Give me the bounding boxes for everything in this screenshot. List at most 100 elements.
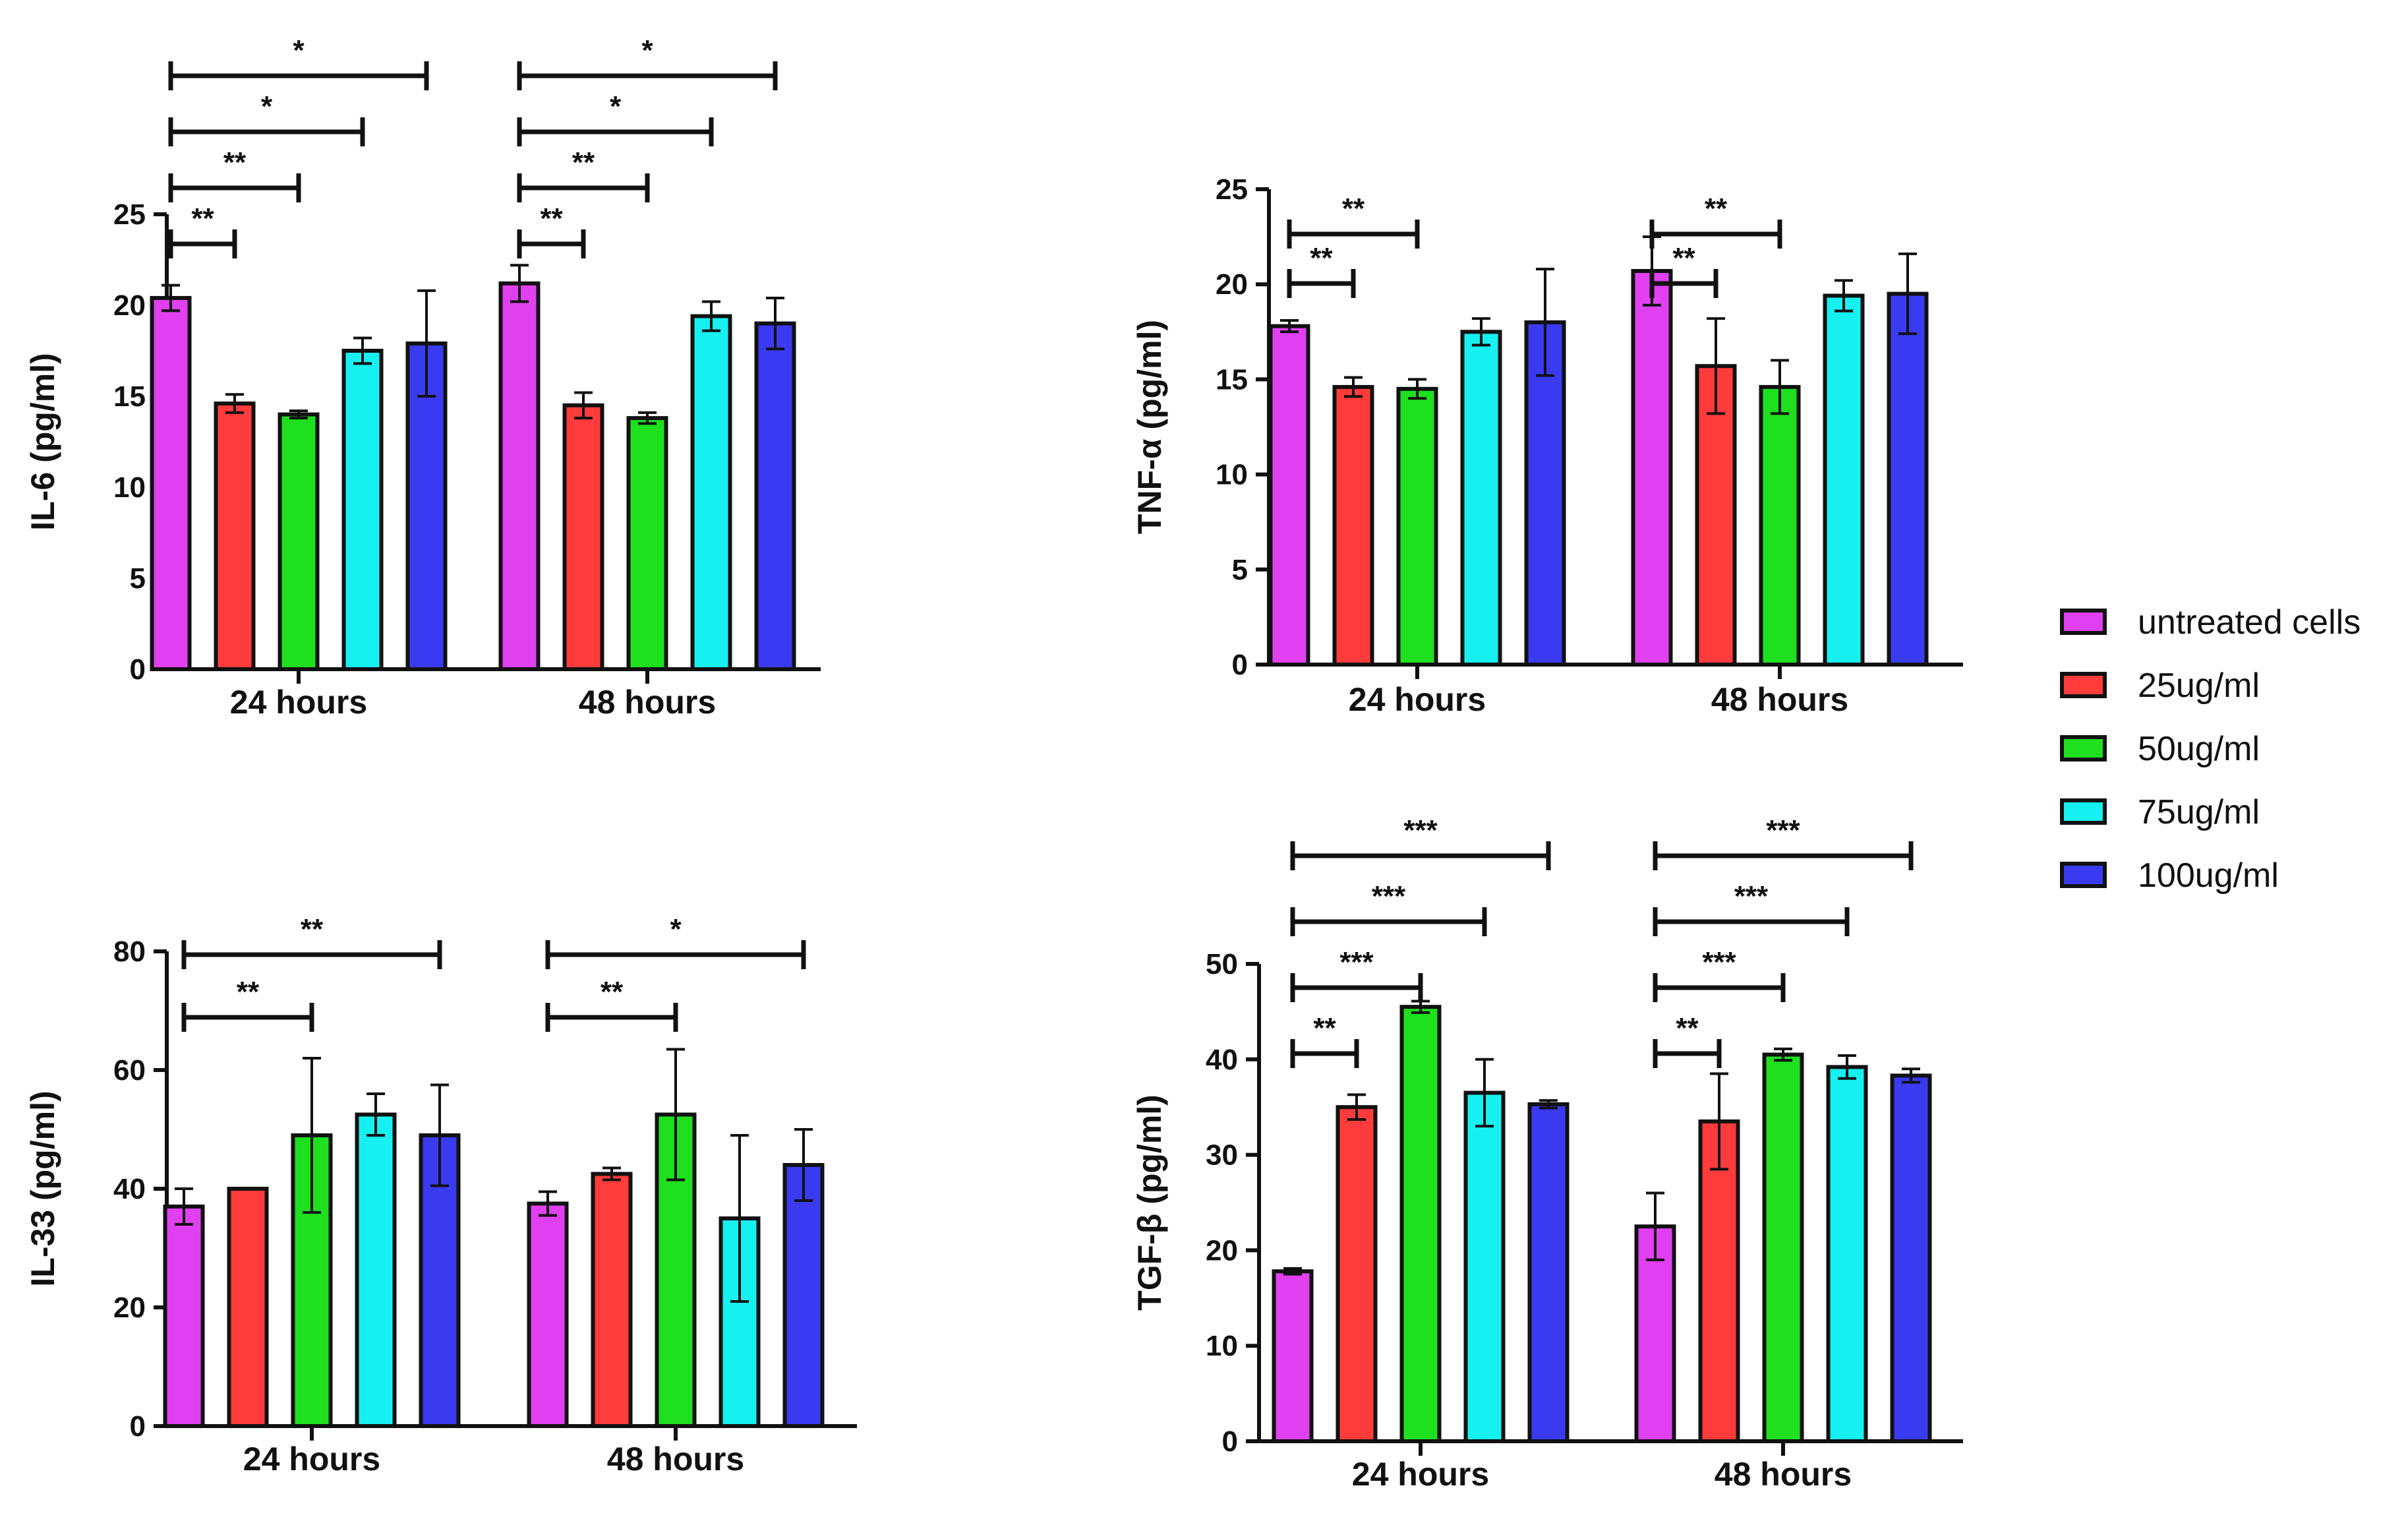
legend-label: 75ug/ml xyxy=(2138,793,2260,831)
y-tick-label: 10 xyxy=(1216,459,1248,491)
y-tick-label: 60 xyxy=(113,1054,146,1087)
x-category-label: 48 hours xyxy=(1715,1456,1852,1493)
bar xyxy=(278,412,320,671)
bar xyxy=(1524,320,1566,667)
legend-label: 25ug/ml xyxy=(2138,667,2260,705)
bar xyxy=(1332,384,1374,667)
significance-label: ** xyxy=(191,202,214,235)
x-category-label: 24 hours xyxy=(243,1441,380,1478)
bar xyxy=(1460,330,1502,667)
significance-label: * xyxy=(610,90,622,123)
bar xyxy=(1887,291,1929,667)
y-tick-label: 50 xyxy=(1206,948,1238,980)
legend-swatch xyxy=(2060,672,2107,698)
panel-tnfa: 0 5 10 15 20 25 TNF-α (pg/ml) 24 hours 48 hours *… xyxy=(1131,173,1963,718)
bar xyxy=(1823,293,1865,667)
bar xyxy=(150,295,192,671)
bar xyxy=(1268,324,1310,667)
y-axis-title: IL-6 (pg/ml) xyxy=(24,353,61,530)
legend-swatch xyxy=(2060,735,2107,762)
bar xyxy=(782,1163,825,1428)
y-tick-label: 5 xyxy=(130,562,146,595)
bar xyxy=(626,416,668,671)
legend-swatch xyxy=(2060,798,2107,825)
significance-label: ** xyxy=(1676,1012,1699,1044)
y-tick-label: 10 xyxy=(113,471,146,504)
y-tick-label: 25 xyxy=(113,198,146,231)
significance-label: *** xyxy=(1766,814,1800,847)
legend-label: untreated cells xyxy=(2138,603,2361,642)
significance-label: *** xyxy=(1403,814,1438,847)
bar xyxy=(1396,386,1438,667)
x-category-label: 24 hours xyxy=(1352,1456,1489,1493)
y-tick-label: 20 xyxy=(1206,1234,1238,1267)
bar xyxy=(1890,1073,1932,1443)
x-category-label: 48 hours xyxy=(607,1441,744,1478)
bar xyxy=(163,1205,205,1428)
y-tick-label: 5 xyxy=(1232,554,1248,586)
y-axis-title: IL-33 (pg/ml) xyxy=(24,1090,61,1286)
y-tick-label: 20 xyxy=(113,289,146,322)
significance-label: ** xyxy=(540,202,563,235)
bar xyxy=(562,403,604,671)
significance-label: ** xyxy=(1672,242,1695,274)
bar xyxy=(1826,1065,1868,1444)
bar xyxy=(1336,1105,1378,1443)
bar xyxy=(591,1172,633,1428)
significance-label: * xyxy=(670,913,682,945)
y-tick-label: 30 xyxy=(1206,1139,1238,1172)
y-tick-label: 0 xyxy=(130,1410,146,1443)
legend-swatch xyxy=(2060,609,2107,635)
bar xyxy=(1527,1102,1570,1443)
bar xyxy=(355,1112,397,1428)
y-tick-label: 20 xyxy=(1216,268,1248,301)
bar xyxy=(1272,1269,1314,1443)
y-tick-label: 25 xyxy=(1216,173,1248,206)
bar xyxy=(527,1201,569,1428)
bar xyxy=(754,321,796,672)
x-category-label: 48 hours xyxy=(579,684,716,721)
significance-label: ** xyxy=(572,146,595,179)
bar xyxy=(227,1187,269,1428)
significance-label: *** xyxy=(1372,880,1406,912)
significance-label: ** xyxy=(1705,193,1728,225)
significance-label: ** xyxy=(223,146,247,179)
bar xyxy=(1762,1052,1804,1444)
significance-label: * xyxy=(293,34,305,67)
significance-label: ** xyxy=(1310,242,1333,274)
significance-label: ** xyxy=(1313,1012,1336,1044)
legend-label: 50ug/ml xyxy=(2138,730,2260,768)
y-axis-title: TNF-α (pg/ml) xyxy=(1131,320,1168,534)
significance-label: ** xyxy=(237,976,260,1008)
bar xyxy=(1698,1119,1740,1444)
bar xyxy=(1463,1090,1506,1443)
bar xyxy=(1759,384,1801,667)
y-tick-label: 20 xyxy=(113,1292,146,1324)
bar xyxy=(1399,1005,1442,1444)
y-tick-label: 40 xyxy=(113,1173,146,1205)
significance-label: *** xyxy=(1702,946,1736,978)
significance-label: * xyxy=(641,34,653,67)
significance-label: *** xyxy=(1339,946,1374,978)
bar xyxy=(498,281,541,671)
significance-label: ** xyxy=(1342,193,1365,225)
y-tick-label: 0 xyxy=(1232,649,1248,681)
legend-swatch xyxy=(2060,862,2107,888)
y-tick-label: 0 xyxy=(130,653,146,686)
significance-label: ** xyxy=(601,976,624,1008)
y-tick-label: 0 xyxy=(1222,1425,1238,1458)
significance-label: * xyxy=(261,90,273,123)
bar xyxy=(1631,269,1673,667)
y-tick-label: 15 xyxy=(113,380,146,413)
y-tick-label: 10 xyxy=(1206,1330,1238,1362)
legend-label: 100ug/ml xyxy=(2138,856,2279,895)
x-category-label: 48 hours xyxy=(1711,681,1848,718)
y-axis-title: TGF-β (pg/ml) xyxy=(1131,1094,1168,1311)
bar xyxy=(341,349,384,671)
bar xyxy=(690,314,732,671)
legend: untreated cells 25ug/ml 50ug/ml 75ug/ml 100u… xyxy=(2060,603,2361,895)
panel-tgfb: 0 10 20 30 40 50 TGF-β (pg/ml) 24 hours 48 hours… xyxy=(1131,814,1963,1493)
significance-label: *** xyxy=(1734,880,1769,912)
